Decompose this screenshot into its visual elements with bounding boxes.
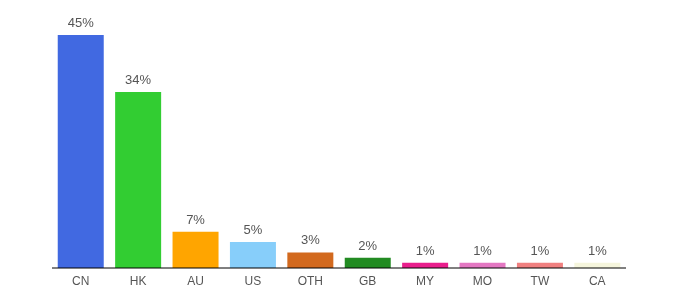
svg-text:MO: MO xyxy=(473,274,492,288)
svg-text:AU: AU xyxy=(187,274,204,288)
svg-text:3%: 3% xyxy=(301,232,320,247)
svg-text:2%: 2% xyxy=(358,238,377,253)
svg-text:7%: 7% xyxy=(186,212,205,227)
svg-text:5%: 5% xyxy=(244,222,263,237)
svg-text:US: US xyxy=(245,274,262,288)
svg-text:TW: TW xyxy=(531,274,550,288)
svg-text:GB: GB xyxy=(359,274,376,288)
svg-text:CA: CA xyxy=(589,274,606,288)
svg-text:CN: CN xyxy=(72,274,89,288)
svg-text:45%: 45% xyxy=(68,15,94,30)
svg-text:1%: 1% xyxy=(588,243,607,258)
svg-text:1%: 1% xyxy=(416,243,435,258)
svg-text:HK: HK xyxy=(130,274,147,288)
svg-text:34%: 34% xyxy=(125,72,151,87)
svg-text:OTH: OTH xyxy=(298,274,323,288)
svg-text:1%: 1% xyxy=(473,243,492,258)
svg-text:MY: MY xyxy=(416,274,434,288)
svg-text:1%: 1% xyxy=(531,243,550,258)
